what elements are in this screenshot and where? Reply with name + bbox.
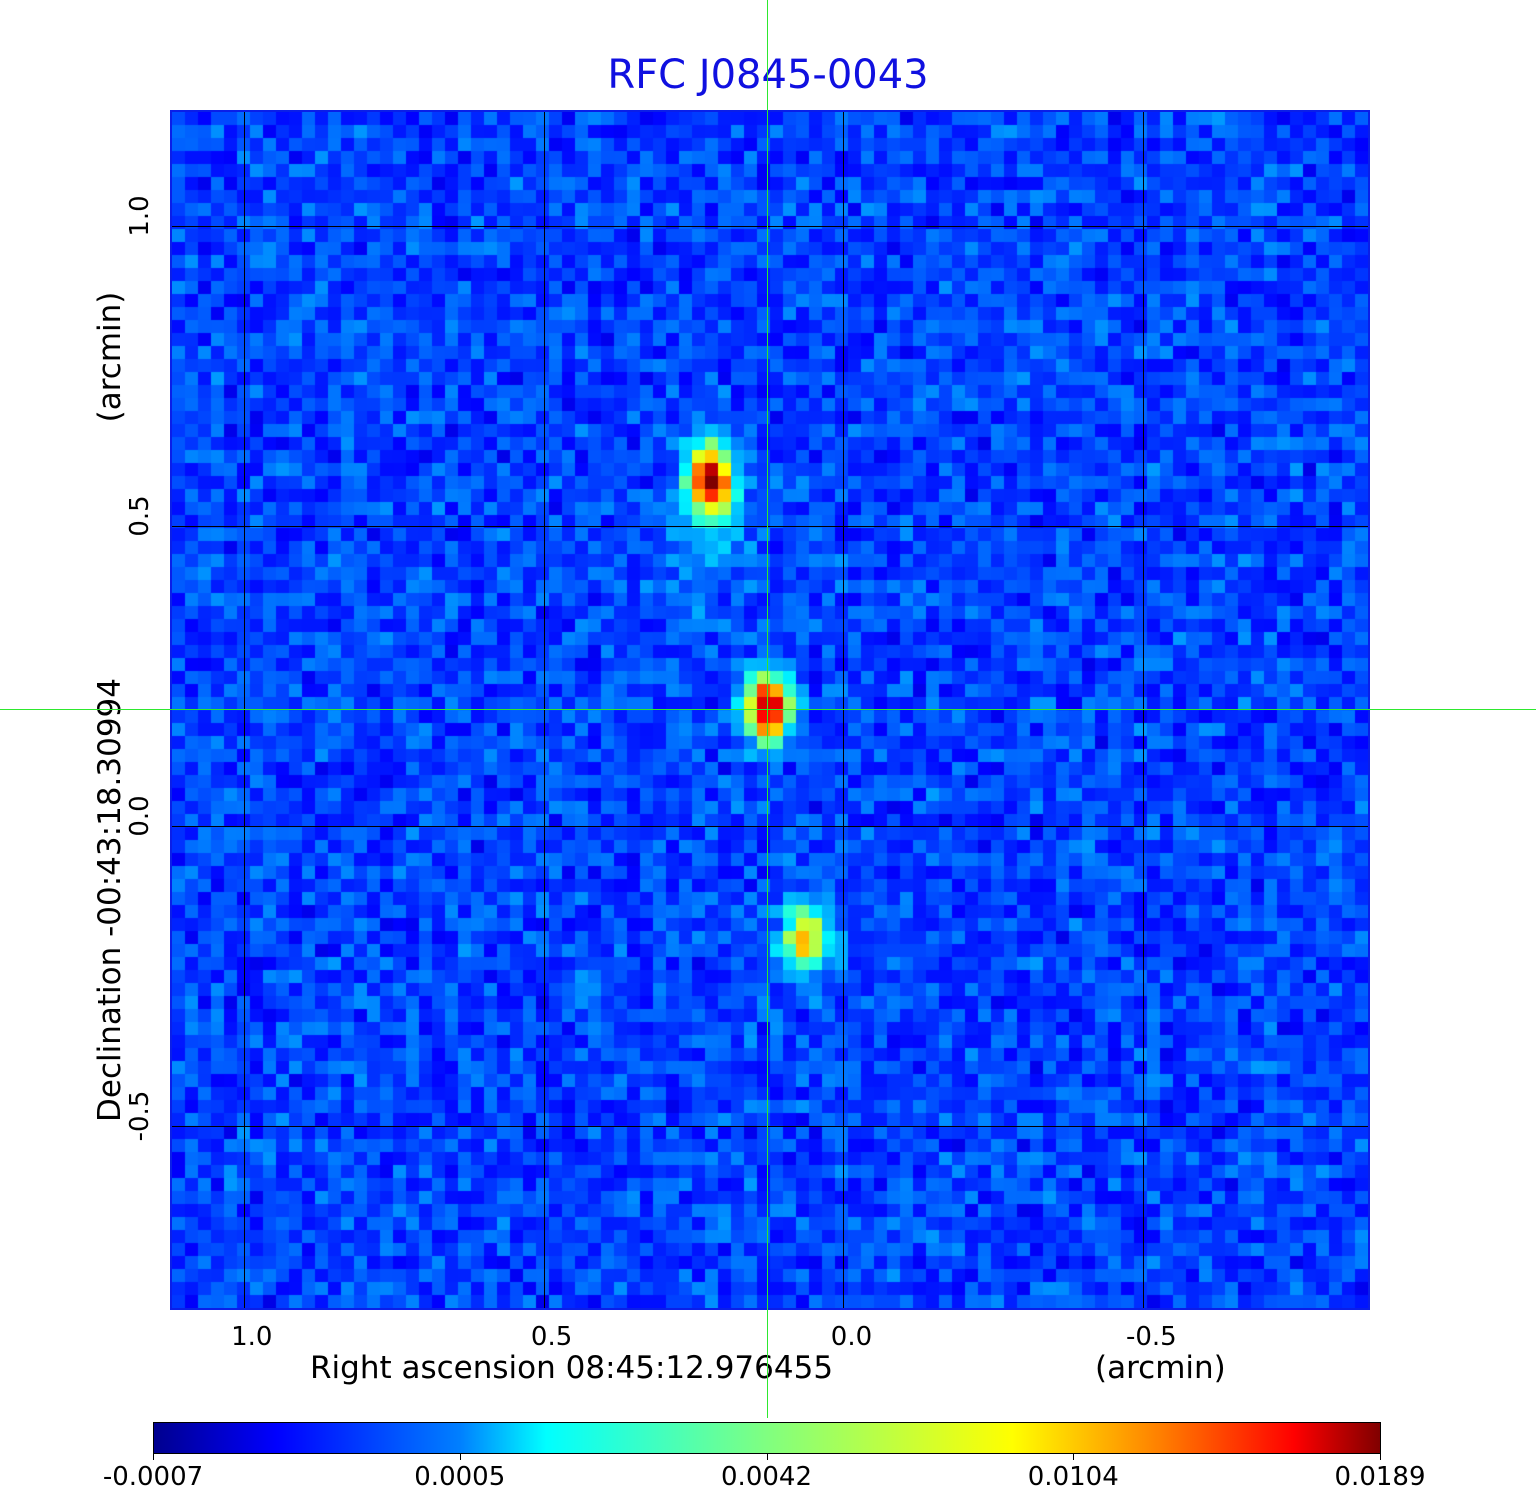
y-axis-unit: (arcmin) [92,291,128,423]
y-axis-label: Declination -00:43:18.30994 [92,678,128,1122]
grid-line-vertical [1143,112,1145,1308]
x-axis-label: Right ascension 08:45:12.976455 [310,1350,834,1386]
y-tick-label: -0.5 [125,1090,155,1142]
grid-line-vertical [543,112,545,1308]
chart-title: RFC J0845-0043 [607,52,929,98]
y-tick-label: 1.0 [125,195,155,237]
colorbar-tick-label: -0.0007 [102,1462,204,1492]
grid-line-horizontal [172,1125,1368,1127]
colorbar-tick [1073,1454,1075,1460]
colorbar-tick-label: 0.0042 [721,1462,812,1492]
grid-line-vertical [843,112,845,1308]
colorbar-tick [1380,1454,1381,1460]
colorbar [153,1422,1381,1454]
x-tick-label: -0.5 [1125,1322,1177,1352]
grid-line-horizontal [172,825,1368,827]
x-tick-label: 1.0 [231,1322,273,1352]
grid-line-vertical [243,112,245,1308]
grid-line-horizontal [172,525,1368,527]
x-tick-label: 0.0 [830,1322,873,1352]
sky-image-heatmap [172,112,1368,1308]
colorbar-tick [153,1454,154,1460]
image-plot-area[interactable] [170,110,1370,1310]
x-tick-label: 0.5 [530,1322,573,1352]
colorbar-tick [459,1454,461,1460]
y-tick-label: 0.5 [125,495,155,537]
grid-line-horizontal [172,225,1368,227]
x-axis-unit: (arcmin) [1095,1350,1226,1386]
colorbar-tick-label: 0.0104 [1027,1462,1119,1492]
colorbar-tick-label: 0.0189 [1334,1462,1426,1492]
y-tick-label: 0.0 [125,795,155,837]
colorbar-tick-label: 0.0005 [414,1462,506,1492]
colorbar-tick [766,1454,768,1460]
crosshair-horizontal [0,709,1536,710]
